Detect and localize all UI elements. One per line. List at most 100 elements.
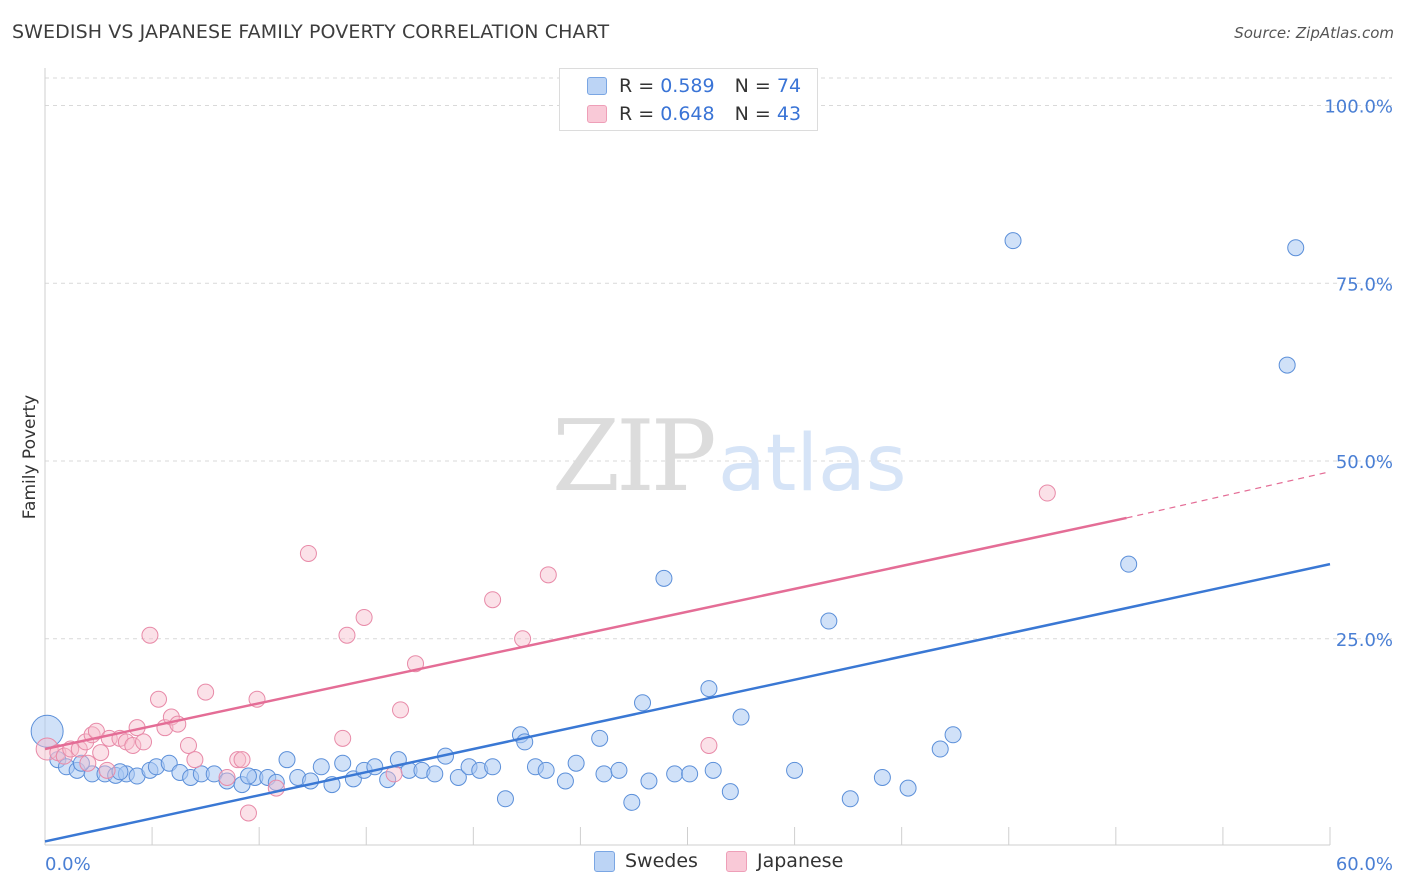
japanese-point [79, 754, 97, 772]
swedes-swatch [587, 77, 607, 95]
swedes-point [640, 772, 658, 790]
japanese-point [299, 544, 317, 562]
swedes-point [1287, 239, 1305, 257]
series-swedes [30, 232, 1305, 811]
y-axis-label: Family Poverty [20, 395, 40, 519]
japanese-point [484, 591, 502, 609]
y-tick-label: 75.0% [1336, 274, 1393, 295]
watermark: ZIP atlas [552, 400, 907, 514]
japanese-point [239, 804, 257, 822]
japanese-swatch [726, 850, 747, 872]
japanese-point [186, 751, 204, 769]
japanese-point [514, 630, 532, 648]
japanese-point [98, 761, 116, 779]
tick-labels: 25.0% 50.0% 75.0% 100.0% 0.0% 60.0% [45, 97, 1393, 875]
swedes-point [111, 763, 129, 781]
correlation-legend: R = 0.589 N = 74 R = 0.648 N = 43 [559, 68, 818, 131]
swedes-point [160, 754, 178, 772]
legend-r-value: 0.648 [660, 103, 715, 125]
japanese-point [355, 608, 373, 626]
legend-r-label: R = [619, 75, 655, 97]
japanese-point [124, 736, 142, 754]
watermark-zip: ZIP [552, 400, 714, 514]
swedes-point [595, 765, 613, 783]
y-tick-label: 25.0% [1336, 630, 1393, 651]
swedes-trendline [44, 562, 1331, 843]
swedes-point [1278, 356, 1296, 374]
japanese-point [539, 566, 557, 584]
swedes-point [786, 761, 804, 779]
swedes-swatch [594, 850, 615, 872]
swedes-point [634, 694, 652, 712]
swedes-point [239, 767, 257, 785]
japanese-point [392, 701, 410, 719]
swedes-point [30, 714, 64, 748]
swedes-point [278, 751, 296, 769]
swedes-point [623, 793, 641, 811]
japanese-point [92, 744, 110, 762]
japanese-swatch [587, 105, 607, 123]
watermark-atlas: atlas [718, 419, 907, 509]
swedes-point [820, 612, 838, 630]
japanese-trendline [44, 516, 1127, 751]
swedes-point [931, 740, 949, 758]
swedes-point [655, 569, 673, 587]
swedes-point [721, 783, 739, 801]
swedes-point [484, 758, 502, 776]
swedes-point [591, 729, 609, 747]
japanese-point [135, 733, 153, 751]
japanese-point [334, 729, 352, 747]
swedes-point [944, 726, 962, 744]
bottom-legend-japanese: Japanese [726, 850, 843, 872]
swedes-point [873, 768, 891, 786]
japanese-point [150, 690, 168, 708]
y-tick-label: 100.0% [1324, 97, 1393, 118]
legend-n-value: 74 [776, 75, 802, 97]
swedes-point [205, 765, 223, 783]
swedes-point [1120, 555, 1138, 573]
swedes-point [426, 765, 444, 783]
swedes-point [1004, 232, 1022, 250]
legend-n-label: N = [734, 103, 771, 125]
bottom-legend-label: Japanese [757, 850, 844, 872]
japanese-point [229, 751, 247, 769]
japanese-point [1038, 484, 1056, 502]
swedes-point [610, 761, 628, 779]
y-tick-label: 50.0% [1336, 452, 1393, 473]
gridlines [45, 77, 1392, 640]
swedes-point [704, 761, 722, 779]
japanese-point [407, 655, 425, 673]
legend-r-label: R = [619, 103, 655, 125]
legend-n-label: N = [734, 75, 771, 97]
japanese-point [179, 736, 197, 754]
swedes-point [312, 758, 330, 776]
legend-row-japanese: R = 0.648 N = 43 [587, 100, 801, 128]
bottom-legend-label: Swedes [625, 850, 698, 872]
swedes-point [556, 772, 574, 790]
swedes-point [334, 754, 352, 772]
chart-title: SWEDISH VS JAPANESE FAMILY POVERTY CORRE… [12, 21, 610, 43]
legend-r-value: 0.589 [660, 75, 715, 97]
japanese-point [141, 626, 159, 644]
swedes-point [732, 708, 750, 726]
japanese-point [218, 768, 236, 786]
swedes-point [72, 754, 90, 772]
swedes-point [666, 765, 684, 783]
bottom-legend-swedes: Swedes [594, 850, 698, 872]
japanese-trendline-extension [1126, 471, 1331, 519]
series-japanese [35, 484, 1056, 822]
japanese-point [338, 626, 356, 644]
x-tick-label: 60.0% [1336, 854, 1393, 875]
swedes-point [841, 790, 859, 808]
swedes-point [681, 765, 699, 783]
legend-n-value: 43 [776, 103, 802, 125]
swedes-point [899, 779, 917, 797]
legend-row-swedes: R = 0.589 N = 74 [587, 72, 801, 100]
swedes-point [700, 680, 718, 698]
japanese-point [233, 751, 251, 769]
japanese-point [700, 736, 718, 754]
source-label: Source: ZipAtlas.com [1234, 24, 1394, 42]
swedes-point [537, 761, 555, 779]
swedes-point [496, 790, 514, 808]
